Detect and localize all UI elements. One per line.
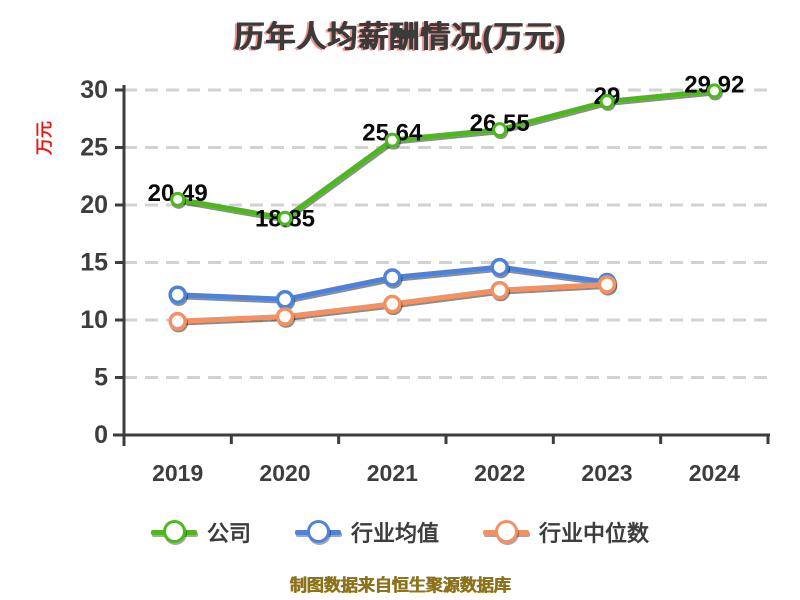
y-tick-label: 25: [80, 134, 108, 162]
industry-median-point-2020: [275, 307, 295, 326]
legend-label: 公司: [206, 521, 251, 546]
company-point-2024: [706, 83, 722, 99]
data-source-note: 制图数据来自恒生聚源数据库: [289, 576, 511, 595]
industry-average-point-2019: [168, 285, 187, 304]
company-point-2021: [384, 132, 400, 148]
x-tick-label-2022: 2022: [474, 460, 525, 486]
y-tick-label: 0: [94, 421, 108, 449]
industry-median-point-2019: [168, 311, 187, 331]
industry-median-point-2023: [597, 275, 617, 294]
company-point-2020: [277, 210, 293, 226]
y-tick-label: 30: [80, 76, 108, 104]
industry-average-point-2020: [275, 290, 295, 309]
y-tick-label: 20: [80, 191, 108, 219]
x-tick-label-2024: 2024: [689, 460, 740, 486]
legend-marker-company: [150, 519, 197, 545]
legend-item-industry-median: 行业中位数: [483, 516, 649, 548]
chart-title: 历年人均薪酬情况(万元): [234, 21, 566, 54]
x-tick-label-2021: 2021: [367, 460, 418, 486]
legend-label: 行业中位数: [539, 521, 650, 546]
company-point-2023: [599, 94, 615, 109]
company-point-2022: [492, 122, 508, 138]
y-tick-label: 5: [94, 364, 108, 392]
y-tick-label: 15: [80, 249, 108, 277]
y-tick-label: 10: [80, 306, 108, 334]
x-tick-label-2020: 2020: [259, 460, 310, 486]
chart-legend: 公司 行业均值 行业中位数: [0, 516, 800, 548]
legend-item-company: 公司: [150, 516, 251, 548]
legend-label: 行业均值: [350, 521, 439, 546]
industry-median-point-2021: [383, 294, 402, 314]
x-tick-label-2023: 2023: [581, 460, 632, 486]
company-line: [175, 88, 717, 221]
legend-item-industry-average: 行业均值: [294, 516, 439, 548]
legend-marker-industry-median: [483, 519, 529, 545]
industry-average-point-2021: [383, 268, 402, 287]
industry-median-point-2022: [490, 280, 509, 300]
industry-average-point-2022: [490, 257, 509, 277]
company-point-2019: [170, 191, 186, 207]
x-tick-label-2019: 2019: [152, 460, 203, 486]
legend-marker-industry-average: [294, 519, 341, 545]
